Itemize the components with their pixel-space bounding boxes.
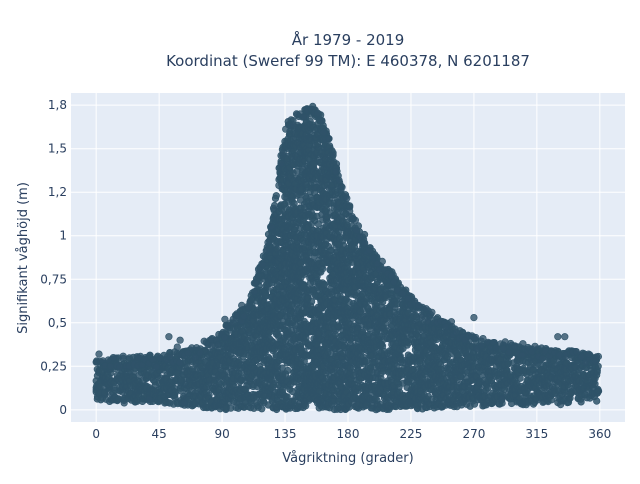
data-point [285, 367, 292, 374]
data-point [273, 192, 280, 199]
data-point [319, 266, 326, 273]
data-point [259, 406, 266, 413]
data-point [174, 370, 181, 377]
data-point [298, 260, 305, 267]
data-point [379, 343, 386, 350]
